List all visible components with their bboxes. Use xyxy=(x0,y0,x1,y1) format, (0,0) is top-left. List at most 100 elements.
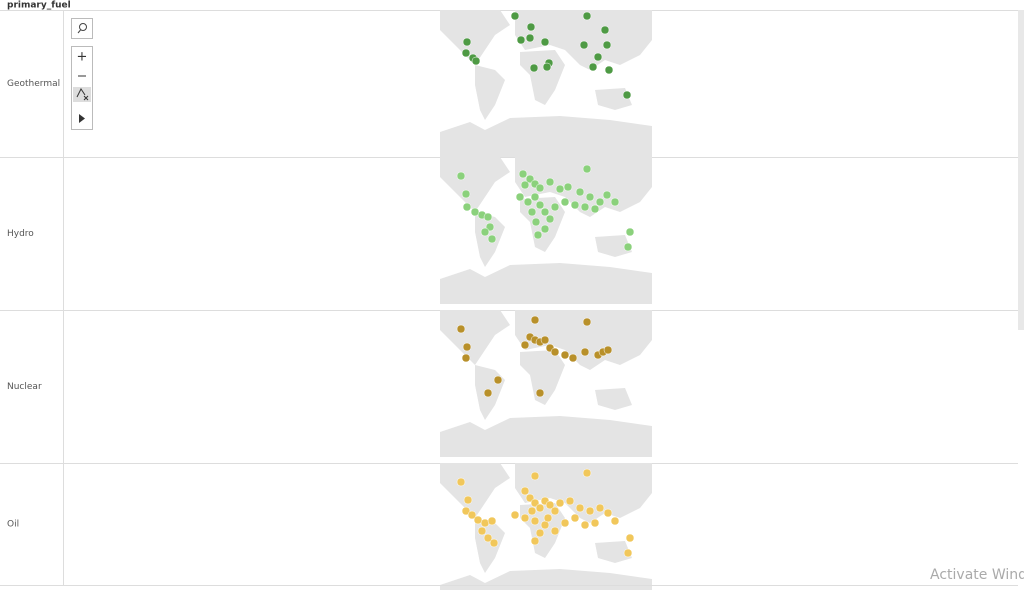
map-point xyxy=(563,182,573,192)
map-point xyxy=(510,510,520,520)
map-point xyxy=(542,62,552,72)
row-label: Nuclear xyxy=(7,382,42,392)
map-point xyxy=(555,498,565,508)
map-point xyxy=(550,347,560,357)
row-label: Oil xyxy=(7,520,19,530)
map-point xyxy=(585,192,595,202)
facet-row: Geothermal xyxy=(0,10,1018,158)
map-point xyxy=(582,164,592,174)
map-point xyxy=(535,528,545,538)
map-point xyxy=(555,184,565,194)
map-point xyxy=(487,516,497,526)
row-label: Geothermal xyxy=(7,79,60,89)
map-point xyxy=(588,62,598,72)
search-button[interactable] xyxy=(71,18,93,39)
map-point xyxy=(518,169,528,179)
map-point xyxy=(483,212,493,222)
map-point xyxy=(602,190,612,200)
map-point xyxy=(461,506,471,516)
map-point xyxy=(529,63,539,73)
map-point xyxy=(471,56,481,66)
map-point xyxy=(623,548,633,558)
map-point xyxy=(580,202,590,212)
map-point xyxy=(579,40,589,50)
map-point xyxy=(527,207,537,217)
facet-row: Oil xyxy=(0,463,1018,594)
map-background xyxy=(440,10,652,157)
map-point xyxy=(550,202,560,212)
map-point xyxy=(593,52,603,62)
map-background xyxy=(440,310,652,457)
map-point xyxy=(580,520,590,530)
map-point xyxy=(610,197,620,207)
map-point xyxy=(604,65,614,75)
map-point xyxy=(545,500,555,510)
map-point xyxy=(456,477,466,487)
map-point xyxy=(462,342,472,352)
map-point xyxy=(575,187,585,197)
map-point xyxy=(560,197,570,207)
map-point xyxy=(483,388,493,398)
map-point xyxy=(575,503,585,513)
icon xyxy=(79,23,87,31)
map-point xyxy=(520,513,530,523)
zoom-in-button[interactable]: + xyxy=(77,50,88,65)
map-point xyxy=(595,503,605,513)
map-point xyxy=(535,183,545,193)
map-point xyxy=(565,496,575,506)
map-point xyxy=(543,513,553,523)
map-point xyxy=(535,503,545,513)
map xyxy=(440,157,652,304)
map-point xyxy=(568,353,578,363)
map-point xyxy=(540,37,550,47)
pan-button[interactable] xyxy=(79,114,85,123)
map-point xyxy=(510,11,520,21)
map-point xyxy=(487,234,497,244)
map-point xyxy=(603,508,613,518)
map-point xyxy=(526,22,536,32)
map-point xyxy=(480,518,490,528)
watermark: Activate Wind xyxy=(930,567,1024,583)
map-point xyxy=(625,227,635,237)
map-point xyxy=(595,197,605,207)
map-point xyxy=(493,375,503,385)
map-point xyxy=(516,35,526,45)
map-point xyxy=(580,347,590,357)
map-point xyxy=(461,189,471,199)
map-point xyxy=(523,197,533,207)
map-point xyxy=(625,533,635,543)
map-point xyxy=(582,11,592,21)
map-point xyxy=(462,202,472,212)
map-point xyxy=(533,230,543,240)
map-point xyxy=(463,495,473,505)
reset-button[interactable] xyxy=(73,87,91,102)
map-point xyxy=(530,192,540,202)
map-point xyxy=(456,171,466,181)
map-point xyxy=(600,25,610,35)
facet-row: Nuclear xyxy=(0,310,1018,464)
map xyxy=(440,463,652,594)
map-point xyxy=(530,536,540,546)
map-point xyxy=(550,526,560,536)
map-point xyxy=(560,518,570,528)
map-point xyxy=(582,468,592,478)
map-point xyxy=(515,192,525,202)
map-point xyxy=(623,242,633,252)
map-point xyxy=(456,324,466,334)
map-point xyxy=(560,350,570,360)
map-point xyxy=(483,533,493,543)
map-point xyxy=(530,516,540,526)
map-point xyxy=(531,217,541,227)
map-point xyxy=(461,353,471,363)
map-point xyxy=(540,207,550,217)
map-point xyxy=(550,506,560,516)
map-point xyxy=(602,40,612,50)
icon xyxy=(76,88,89,101)
scrollbar[interactable] xyxy=(1018,10,1024,330)
map-point xyxy=(603,345,613,355)
map-point xyxy=(570,513,580,523)
map-point xyxy=(527,506,537,516)
map-point xyxy=(467,510,477,520)
